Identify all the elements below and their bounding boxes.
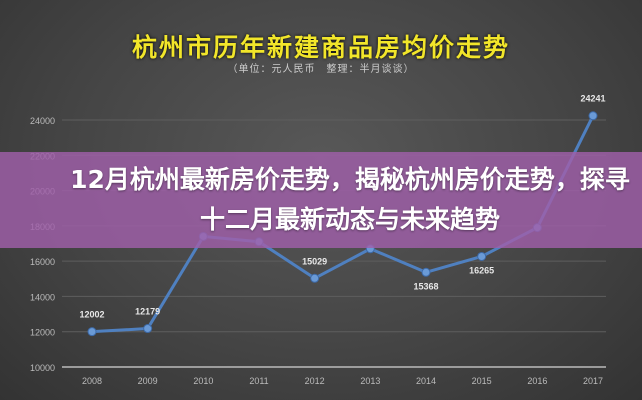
x-tick-label: 2017 bbox=[583, 376, 603, 386]
data-point bbox=[310, 273, 320, 283]
chart-subtitle: （单位：元人民币 整理：半月谈谈） bbox=[227, 64, 415, 75]
x-tick-label: 2010 bbox=[193, 376, 213, 386]
headline-banner: 12月杭州最新房价走势，揭秘杭州房价走势，探寻十二月最新动态与未来趋势 bbox=[0, 152, 642, 248]
data-label: 12002 bbox=[79, 310, 104, 320]
data-label: 16265 bbox=[469, 265, 494, 275]
data-point bbox=[87, 327, 97, 337]
x-tick-label: 2011 bbox=[249, 376, 268, 386]
y-tick-label: 10000 bbox=[30, 363, 55, 373]
data-point bbox=[588, 111, 598, 121]
x-tick-label: 2013 bbox=[360, 376, 380, 386]
x-tick-label: 2016 bbox=[527, 376, 547, 386]
y-tick-label: 16000 bbox=[30, 257, 55, 267]
y-tick-label: 12000 bbox=[30, 328, 55, 338]
headline-text: 12月杭州最新房价走势，揭秘杭州房价走势，探寻十二月最新动态与未来趋势 bbox=[70, 165, 630, 234]
x-tick-label: 2009 bbox=[138, 376, 158, 386]
data-label: 24241 bbox=[580, 94, 605, 104]
data-point bbox=[477, 251, 487, 261]
y-tick-label: 14000 bbox=[30, 292, 55, 302]
data-label: 15368 bbox=[413, 281, 438, 291]
y-tick-label: 24000 bbox=[30, 116, 55, 126]
data-label: 12179 bbox=[135, 307, 160, 317]
x-tick-label: 2012 bbox=[305, 376, 325, 386]
data-label: 15029 bbox=[302, 256, 327, 266]
data-point bbox=[421, 267, 431, 277]
x-tick-label: 2008 bbox=[82, 376, 102, 386]
chart-title: 杭州市历年新建商品房均价走势 bbox=[131, 33, 510, 62]
x-tick-label: 2014 bbox=[416, 376, 436, 386]
x-tick-label: 2015 bbox=[472, 376, 492, 386]
data-point bbox=[143, 324, 153, 334]
